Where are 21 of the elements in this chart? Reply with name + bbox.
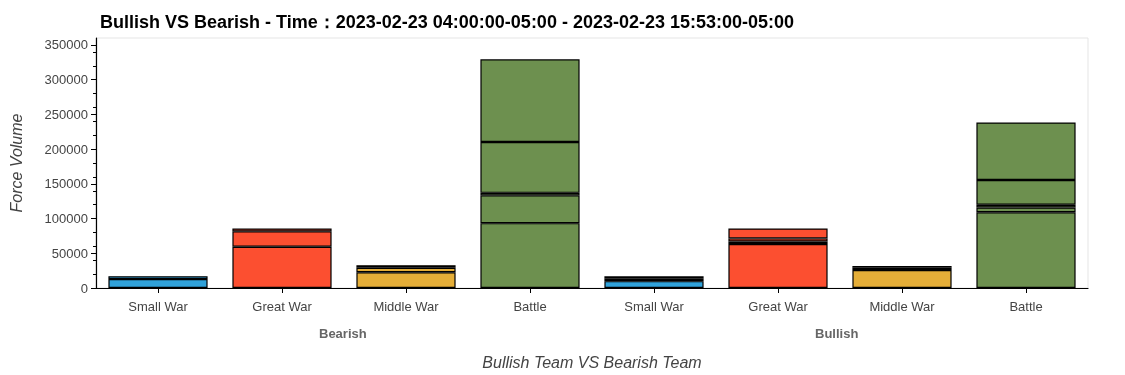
text: Bullish bbox=[815, 326, 859, 341]
x-tick-label: Battle bbox=[513, 299, 547, 314]
y-axis-title: Force Volume bbox=[7, 113, 25, 213]
y-tick-label: 250000 bbox=[44, 106, 88, 122]
y-tick-label: 150000 bbox=[44, 176, 88, 192]
x-tick-label: Small War bbox=[624, 299, 685, 314]
x-tick-label: Middle War bbox=[869, 299, 936, 314]
y-tick-label: 0 bbox=[80, 280, 88, 296]
x-axis-title: Bullish Team VS Bearish Team bbox=[482, 353, 702, 371]
chart-title: Bullish VS Bearish - Time：2023-02-23 04:00:00-05:00 - 2023-02-23 15:53:00-05:00 bbox=[100, 12, 795, 32]
y-tick-label: 50000 bbox=[51, 245, 88, 261]
y-tick-label: 350000 bbox=[44, 37, 88, 53]
x-tick-label: Small War bbox=[128, 299, 189, 314]
x-tick-label: Great War bbox=[748, 299, 809, 314]
y-tick-label: 300000 bbox=[44, 72, 88, 88]
y-tick-label: 200000 bbox=[44, 141, 88, 157]
y-tick-label: 100000 bbox=[44, 211, 88, 227]
x-tick-label: Middle War bbox=[373, 299, 440, 314]
x-tick-label: Great War bbox=[252, 299, 313, 314]
text: Bearish bbox=[319, 326, 367, 341]
x-tick-label: Battle bbox=[1009, 299, 1043, 314]
